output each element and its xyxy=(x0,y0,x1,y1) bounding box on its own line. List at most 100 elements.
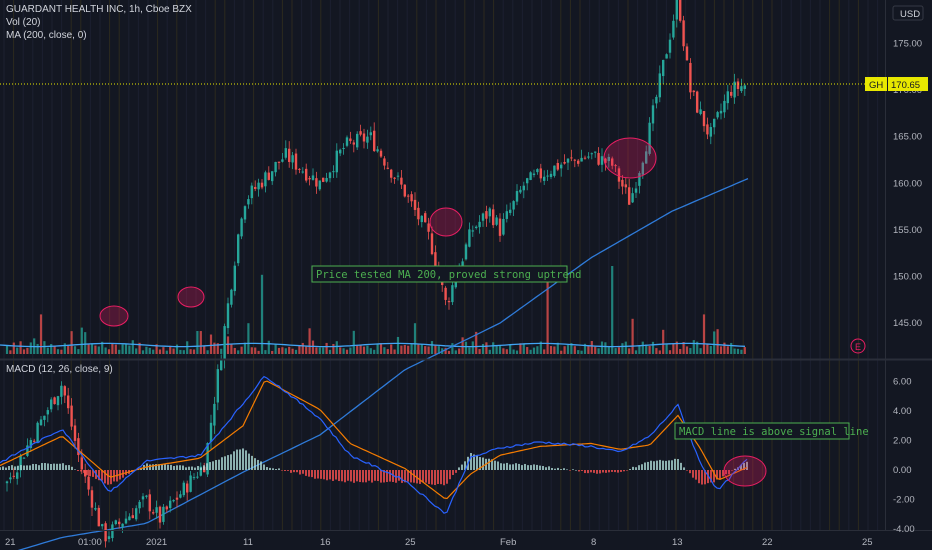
time-axis[interactable]: 21 01:00 2021 11 16 25 Feb 8 13 22 25 xyxy=(5,537,873,548)
histogram-bar xyxy=(446,470,448,484)
histogram-bar xyxy=(68,465,70,470)
candle-body xyxy=(53,397,56,405)
macd-axis[interactable]: -4.00 -2.00 0.00 2.00 4.00 6.00 xyxy=(893,377,915,536)
histogram-bar xyxy=(56,463,58,470)
volume-bar xyxy=(359,345,362,354)
volume-bar xyxy=(692,340,695,354)
candle-body xyxy=(614,165,617,167)
candle-body xyxy=(536,169,539,173)
candle-body xyxy=(192,477,196,479)
candle-body xyxy=(298,168,301,170)
candle-body xyxy=(121,523,124,527)
histogram-bar xyxy=(212,461,214,470)
volume-bar xyxy=(254,347,257,354)
histogram-bar xyxy=(623,470,625,472)
volume-bar xyxy=(495,345,498,354)
volume-bar xyxy=(216,343,219,354)
volume-bar xyxy=(9,350,12,354)
histogram-bar xyxy=(0,467,1,470)
candle-body xyxy=(515,191,519,202)
candle-body xyxy=(539,168,542,179)
histogram-bar xyxy=(236,449,238,470)
histogram-bar xyxy=(224,456,226,470)
volume-bar xyxy=(16,347,19,354)
candle-body xyxy=(63,386,66,396)
candle-body xyxy=(80,457,83,470)
volume-bar xyxy=(716,329,719,354)
histogram-bar xyxy=(392,470,394,482)
volume-bar xyxy=(362,346,366,354)
earnings-marker[interactable] xyxy=(850,338,866,354)
volume-bar xyxy=(243,342,247,354)
histogram-bar xyxy=(35,464,37,470)
price-tick-label: 150.00 xyxy=(893,271,922,282)
volume-bar xyxy=(12,342,15,354)
volume-bar xyxy=(430,341,434,354)
histogram-bar xyxy=(230,454,232,470)
volume-bar xyxy=(121,344,124,354)
candle-body xyxy=(604,158,607,163)
histogram-bar xyxy=(692,470,694,478)
ma-legend[interactable]: MA (200, close, 0) xyxy=(6,30,87,41)
volume-bar xyxy=(111,343,114,354)
histogram-bar xyxy=(530,465,532,470)
candle-body xyxy=(628,187,631,205)
macd-line xyxy=(0,375,748,514)
candle-body xyxy=(264,172,267,187)
candle-body xyxy=(498,218,502,236)
candle-body xyxy=(543,176,546,181)
candle-body xyxy=(434,252,437,268)
volume-bar xyxy=(257,350,260,354)
candle-body xyxy=(315,178,318,187)
volume-bar xyxy=(94,345,97,354)
candle-body xyxy=(549,173,553,177)
volume-bar xyxy=(498,345,502,354)
volume-bar xyxy=(560,350,563,354)
candle-body xyxy=(308,178,311,180)
volume-bar xyxy=(349,347,352,354)
volume-bar xyxy=(369,348,372,354)
macd-legend[interactable]: MACD (12, 26, close, 9) xyxy=(6,364,113,375)
volume-bar xyxy=(549,346,553,354)
histogram-bar xyxy=(668,460,670,470)
candle-body xyxy=(220,359,223,371)
histogram-bar xyxy=(584,470,586,474)
candle-body xyxy=(624,184,627,188)
histogram-bar xyxy=(170,464,172,470)
volume-bar xyxy=(451,343,454,354)
volume-bar xyxy=(237,350,240,354)
volume-bar xyxy=(192,349,196,354)
candle-body xyxy=(138,501,141,509)
histogram-bar xyxy=(86,470,88,476)
volume-bar xyxy=(322,347,325,354)
histogram-bar xyxy=(716,470,718,480)
candle-body xyxy=(573,159,576,161)
currency-button[interactable]: USD xyxy=(900,9,920,20)
histogram-bar xyxy=(410,470,412,483)
volume-legend[interactable]: Vol (20) xyxy=(6,17,41,28)
volume-bar xyxy=(413,323,417,354)
histogram-bar xyxy=(311,470,313,478)
histogram-bar xyxy=(23,465,25,470)
histogram-bar xyxy=(317,470,319,479)
histogram-bar xyxy=(650,460,652,470)
candle-body xyxy=(36,422,39,444)
candle-body xyxy=(141,496,145,500)
symbol-title[interactable]: GUARDANT HEALTH INC, 1h, Cboe BZX xyxy=(6,4,192,15)
volume-bar xyxy=(621,343,624,354)
volume-bar xyxy=(393,349,396,354)
volume-bar xyxy=(685,346,689,354)
volume-bar xyxy=(702,314,706,354)
volume-bar xyxy=(339,347,342,354)
volume-bar xyxy=(247,323,250,354)
candle-body xyxy=(617,168,621,182)
candle-body xyxy=(254,186,257,189)
currency-button-bg[interactable] xyxy=(892,5,924,21)
volume-bar xyxy=(240,346,243,354)
volume-bar xyxy=(638,345,641,354)
histogram-bar xyxy=(608,470,610,473)
histogram-bar xyxy=(182,465,184,470)
candle-body xyxy=(424,213,427,223)
candle-body xyxy=(505,211,508,219)
